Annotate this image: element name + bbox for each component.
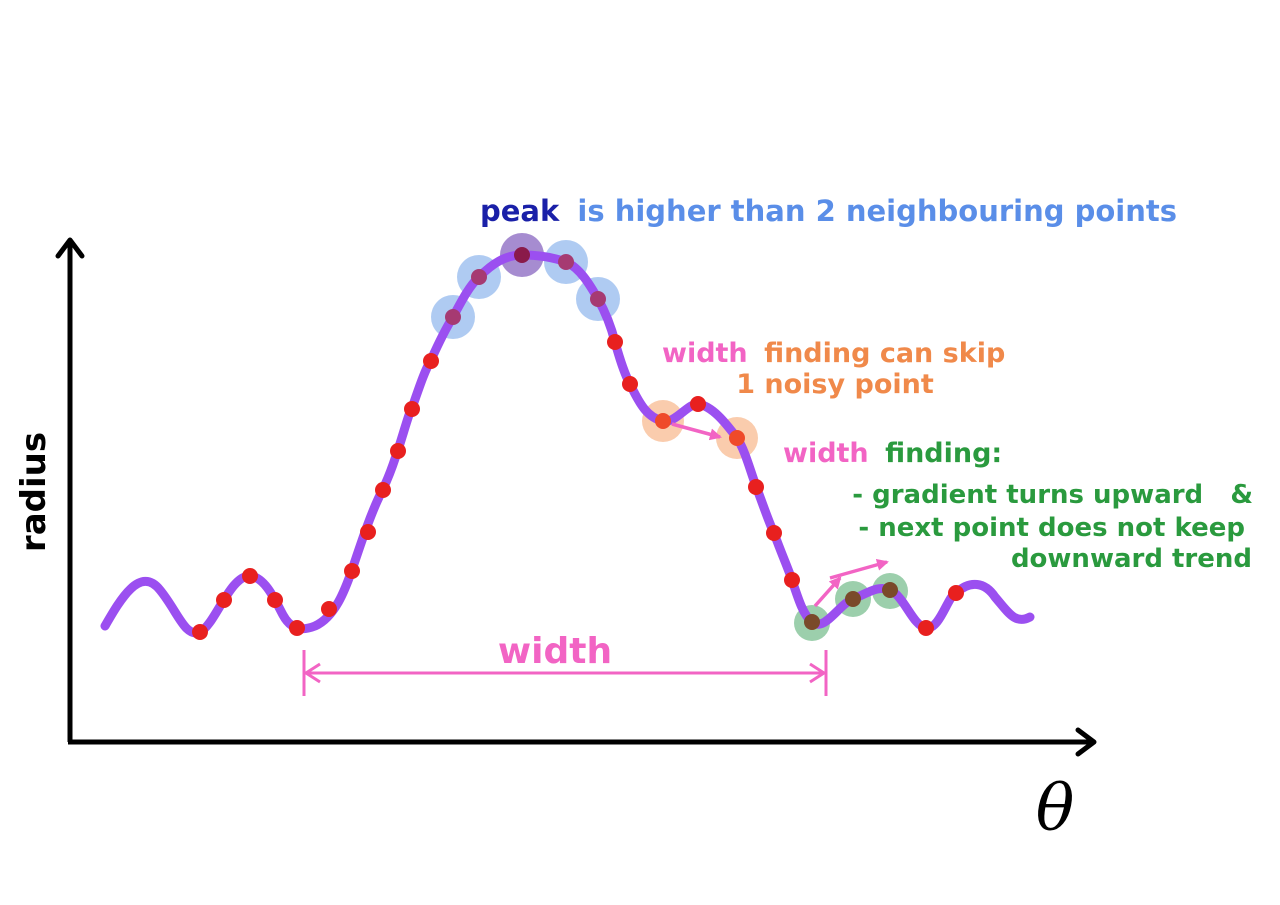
- sample-point: [390, 443, 406, 459]
- y-axis-label: radius: [14, 432, 54, 552]
- sample-point: [948, 585, 964, 601]
- x-axis-arrowhead: [1075, 727, 1097, 757]
- sample-point: [766, 525, 782, 541]
- peak-annotation: peak is higher than 2 neighbouring point…: [480, 194, 1177, 228]
- finding-annotation-title: width finding:: [783, 438, 1002, 469]
- axes: radius θ: [14, 237, 1097, 846]
- skip-rest: finding can skip: [764, 338, 1005, 369]
- sample-point: [607, 334, 623, 350]
- finding-point: [804, 614, 820, 630]
- finding-bullet-3: downward trend: [1011, 544, 1252, 574]
- trend-arrows: [671, 422, 889, 608]
- sample-point: [690, 396, 706, 412]
- sample-point: [344, 563, 360, 579]
- sample-point: [404, 401, 420, 417]
- gradient-arrow: [829, 558, 889, 580]
- peak-word: peak: [480, 194, 560, 228]
- gradient-arrow: [813, 576, 842, 608]
- width-dimension: width: [302, 631, 828, 696]
- width-left-arrowhead: [303, 662, 321, 684]
- skip-arrow: [671, 422, 722, 441]
- sample-point: [748, 479, 764, 495]
- sample-point: [375, 482, 391, 498]
- finding-point: [882, 582, 898, 598]
- width-label: width: [498, 631, 612, 672]
- sample-point: [192, 624, 208, 640]
- finding-bullet-2: - next point does not keep: [858, 513, 1245, 543]
- neighbour-point: [558, 254, 574, 270]
- skip-point: [655, 413, 671, 429]
- sample-point: [267, 592, 283, 608]
- sample-point: [360, 524, 376, 540]
- skip-width-word: width: [662, 338, 748, 369]
- neighbour-point: [445, 309, 461, 325]
- neighbour-point: [590, 291, 606, 307]
- skip-annotation-line1: width finding can skip: [662, 338, 1005, 369]
- sample-point: [784, 572, 800, 588]
- sample-points: [192, 247, 964, 640]
- skip-point: [729, 430, 745, 446]
- sample-point: [289, 620, 305, 636]
- width-right-arrowhead: [809, 662, 827, 684]
- y-axis-arrowhead: [55, 237, 85, 259]
- sample-point: [918, 620, 934, 636]
- sample-point: [321, 601, 337, 617]
- sample-point: [622, 376, 638, 392]
- sample-point: [216, 592, 232, 608]
- peak-point: [514, 247, 530, 263]
- sample-point: [423, 353, 439, 369]
- peak-rest: is higher than 2 neighbouring points: [577, 194, 1177, 228]
- sample-point: [242, 568, 258, 584]
- neighbour-point: [471, 269, 487, 285]
- skip-annotation-line2: 1 noisy point: [736, 369, 934, 400]
- finding-width-word: width: [783, 438, 869, 469]
- x-axis-label: θ: [1036, 772, 1075, 846]
- finding-bullet-1: - gradient turns upward &: [852, 480, 1253, 510]
- finding-point: [845, 591, 861, 607]
- finding-rest: finding:: [885, 438, 1002, 469]
